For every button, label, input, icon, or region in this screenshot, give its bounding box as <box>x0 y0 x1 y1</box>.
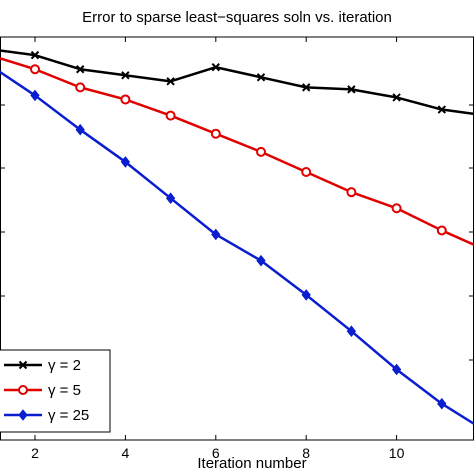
data-point-0-2 <box>75 65 85 74</box>
x-axis-label: Iteration number <box>197 455 306 472</box>
data-point-1-5 <box>210 128 221 139</box>
series-1 <box>0 57 474 247</box>
data-point-0-2-stroke-b <box>75 65 85 74</box>
legend: γ = 2 γ = 5 γ = 25 <box>0 349 111 433</box>
data-point-0-8 <box>347 85 356 94</box>
data-point-0-1 <box>30 50 40 60</box>
data-point-2-7 <box>301 289 311 301</box>
x-ticks: 2 4 6 8 10 <box>31 37 405 461</box>
legend-marker-0-stroke-b <box>18 360 28 370</box>
data-point-0-10-stroke-b <box>437 105 447 114</box>
legend-marker-0 <box>18 360 28 370</box>
legend-item-2: γ = 25 <box>4 407 89 424</box>
data-point-0-3-stroke-b <box>121 71 130 80</box>
series-0 <box>0 49 474 116</box>
data-point-1-8 <box>346 187 357 198</box>
data-point-1-10 <box>436 225 447 236</box>
data-point-0-6 <box>256 73 266 82</box>
data-point-0-4-stroke-b <box>166 77 175 86</box>
data-point-2-9 <box>391 363 402 376</box>
data-point-1-9 <box>391 203 402 214</box>
data-point-0-3 <box>121 71 130 80</box>
data-point-0-5 <box>211 63 221 72</box>
legend-marker-2 <box>18 409 28 421</box>
series-layer <box>0 49 474 426</box>
legend-marker-1 <box>18 385 28 395</box>
legend-item-1: γ = 5 <box>4 382 81 399</box>
data-point-2-8 <box>346 325 357 337</box>
data-point-0-9 <box>392 93 401 102</box>
data-point-1-1 <box>30 64 40 75</box>
data-point-1-4 <box>165 110 176 121</box>
data-point-1-2 <box>75 82 86 93</box>
data-point-0-4 <box>166 77 175 86</box>
x-tick-label-0: 2 <box>31 445 39 461</box>
data-point-0-10 <box>437 105 447 114</box>
y-ticks <box>0 104 474 361</box>
data-point-0-5-stroke-b <box>211 63 221 72</box>
legend-label-1: γ = 5 <box>48 382 81 399</box>
x-tick-label-1: 4 <box>122 445 130 461</box>
data-point-2-3 <box>120 156 131 168</box>
data-point-2-2 <box>75 123 85 136</box>
legend-label-0: γ = 2 <box>48 357 81 374</box>
data-point-0-8-stroke-b <box>347 85 356 94</box>
data-point-2-4 <box>165 192 176 205</box>
data-point-1-3 <box>120 94 131 105</box>
data-point-0-7 <box>301 83 311 92</box>
data-point-0-7-stroke-b <box>301 83 311 92</box>
series-line-0 <box>0 49 474 116</box>
legend-label-2: γ = 25 <box>48 407 89 424</box>
series-line-2 <box>0 70 474 426</box>
plot-area: 2 4 6 8 10 <box>0 36 474 461</box>
x-tick-label-3: 8 <box>302 445 310 461</box>
data-point-0-9-stroke-b <box>392 93 401 102</box>
chart-title: Error to sparse least−squares soln vs. i… <box>82 9 392 26</box>
data-point-2-10 <box>437 397 447 410</box>
data-point-0-6-stroke-b <box>256 73 266 82</box>
data-point-2-5 <box>211 228 221 241</box>
series-line-1 <box>0 57 474 247</box>
data-point-2-1 <box>30 89 40 102</box>
data-point-1-7 <box>301 167 312 178</box>
data-point-1-6 <box>256 146 266 157</box>
legend-item-0: γ = 2 <box>4 357 81 374</box>
data-point-2-6 <box>256 254 266 267</box>
x-tick-label-2: 6 <box>212 445 220 461</box>
series-2 <box>0 70 474 426</box>
x-tick-label-4: 10 <box>389 445 405 461</box>
data-point-0-1-stroke-b <box>30 50 40 60</box>
